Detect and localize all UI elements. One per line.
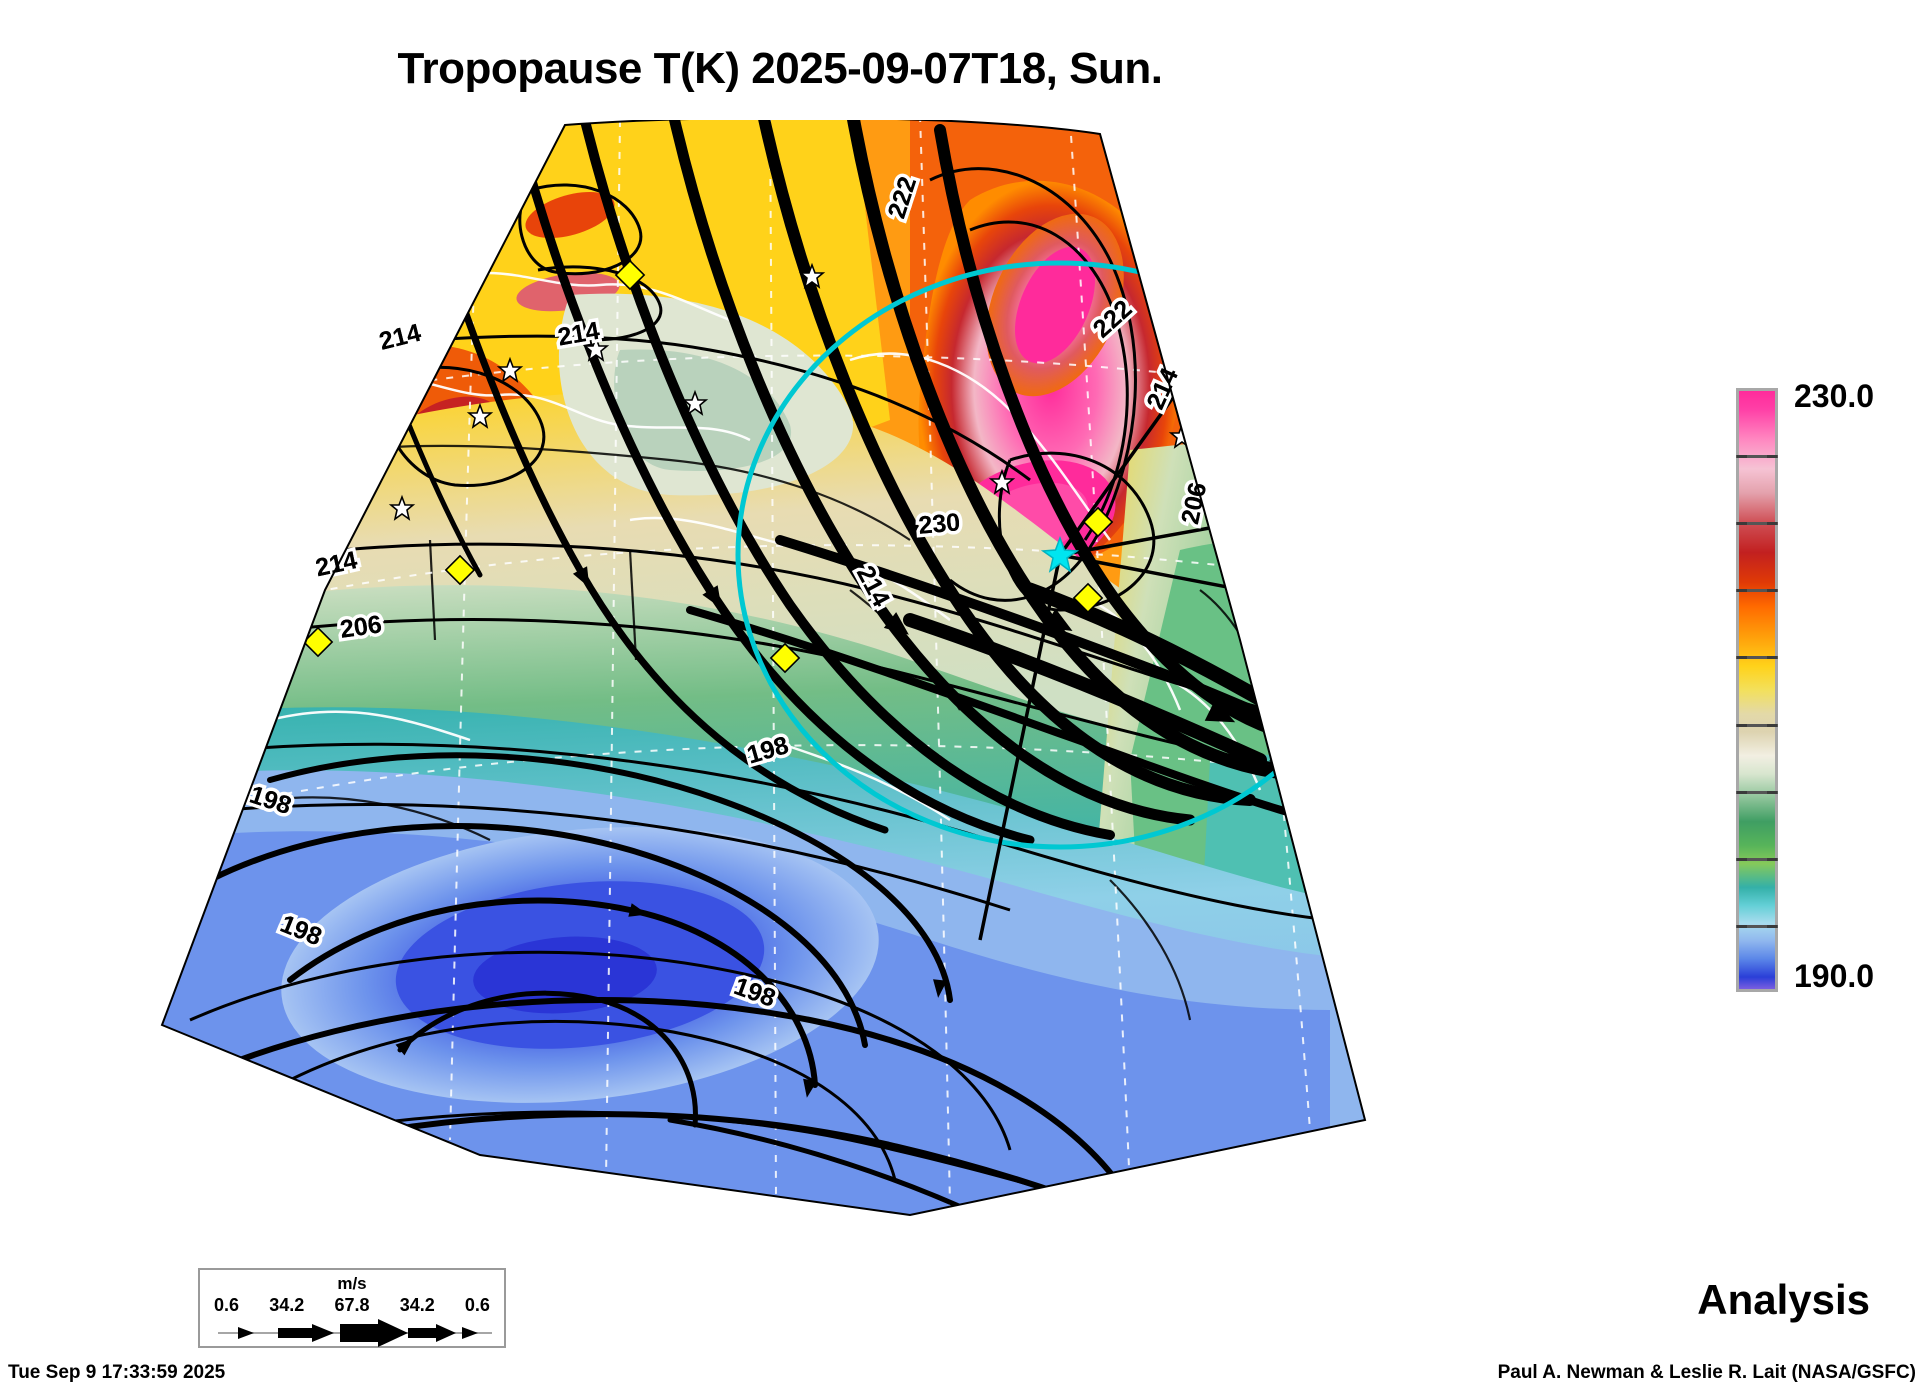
generation-timestamp: Tue Sep 9 17:33:59 2025 (8, 1362, 226, 1383)
wind-speed-key: m/s 0.6 34.2 67.8 34.2 0.6 (198, 1268, 506, 1348)
map-boundary (160, 120, 1367, 1217)
waypoint-diamond-markers[interactable] (302, 259, 1114, 674)
page-title: Tropopause T(K) 2025-09-07T18, Sun. (397, 44, 1163, 93)
temp-core-hot-peak-north (1014, 246, 1096, 364)
svg-text:206: 206 (338, 610, 383, 644)
wind-key-arrows (218, 1319, 492, 1347)
aircraft-position-star[interactable] (1040, 535, 1080, 573)
map-field-layer (162, 120, 1382, 1216)
credits-text: Paul A. Newman & Leslie R. Lait (NASA/GS… (1497, 1362, 1916, 1383)
map-panel[interactable]: 214 214 214 214 222 222 222 222 214 214 206 206 230 2… (150, 120, 1550, 1260)
wind-key-value-0: 0.6 (214, 1295, 240, 1315)
temp-band-green-nw (614, 349, 792, 471)
wind-key-value-1: 34.2 (269, 1295, 305, 1315)
wind-key-value-4: 0.6 (464, 1295, 490, 1315)
colorbar-min-label: 190.0 (1794, 958, 1875, 994)
svg-text:230: 230 (917, 508, 961, 540)
wind-key-units: m/s (337, 1274, 367, 1293)
colorbar[interactable]: 230.0 190.0 (1736, 378, 1926, 1008)
colorbar-max-label: 230.0 (1794, 378, 1875, 414)
wind-key-value-2: 67.8 (334, 1295, 370, 1315)
wind-key-value-3: 34.2 (399, 1295, 435, 1315)
wind-key-values: 0.6 34.2 67.8 34.2 0.6 (200, 1295, 504, 1316)
colorbar-gradient[interactable] (1736, 388, 1778, 992)
range-circle[interactable] (735, 260, 1382, 850)
svg-text:214: 214 (376, 319, 423, 356)
temp-anomaly-east-pale (1306, 640, 1365, 730)
analysis-label: Analysis (1697, 1276, 1870, 1323)
